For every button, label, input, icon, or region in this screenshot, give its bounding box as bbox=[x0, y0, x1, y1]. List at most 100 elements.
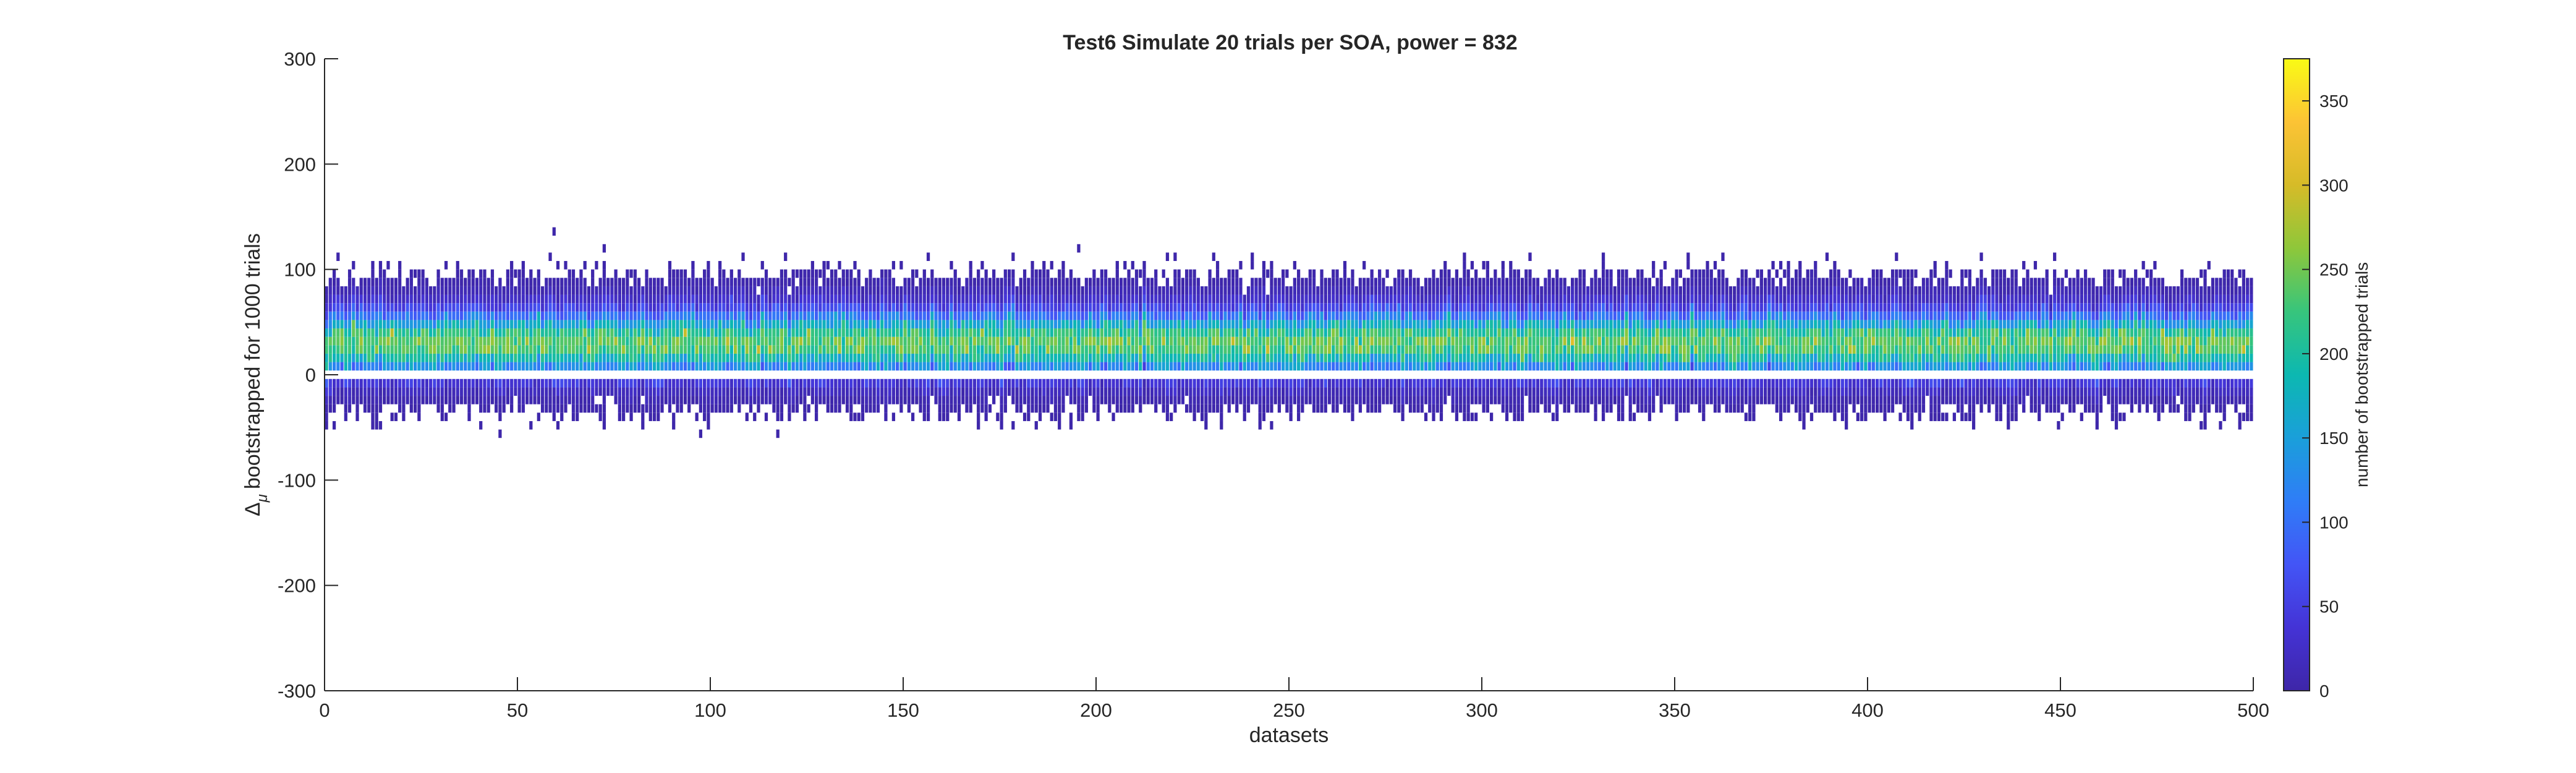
histogram-bin bbox=[378, 278, 383, 286]
histogram-bin bbox=[1031, 387, 1034, 396]
histogram-bin bbox=[363, 311, 367, 320]
histogram-bin bbox=[1332, 378, 1335, 388]
dataset-column bbox=[888, 269, 891, 404]
histogram-bin bbox=[444, 286, 448, 295]
histogram-bin bbox=[479, 320, 483, 329]
histogram-bin bbox=[1092, 303, 1096, 312]
histogram-bin bbox=[977, 378, 980, 388]
histogram-bin bbox=[421, 378, 425, 388]
histogram-bin bbox=[363, 404, 367, 413]
histogram-bin bbox=[710, 345, 714, 354]
histogram-bin bbox=[869, 278, 872, 286]
dataset-column bbox=[1308, 269, 1312, 404]
histogram-bin bbox=[371, 261, 375, 270]
histogram-bin bbox=[409, 396, 414, 404]
histogram-bin bbox=[876, 311, 880, 320]
histogram-bin bbox=[1223, 336, 1227, 346]
dataset-column bbox=[969, 261, 972, 413]
histogram-bin bbox=[1150, 294, 1154, 304]
histogram-bin bbox=[818, 396, 822, 404]
histogram-bin bbox=[1235, 320, 1239, 329]
dataset-column bbox=[648, 278, 652, 421]
histogram-bin bbox=[1015, 404, 1019, 413]
histogram-bin bbox=[849, 396, 853, 404]
histogram-bin bbox=[1435, 286, 1439, 295]
histogram-bin bbox=[1316, 378, 1320, 388]
histogram-bin bbox=[475, 286, 479, 295]
histogram-bin bbox=[576, 387, 579, 396]
histogram-bin bbox=[414, 269, 417, 278]
histogram-bin bbox=[1084, 378, 1089, 388]
histogram-bin bbox=[483, 320, 487, 329]
histogram-bin bbox=[1038, 387, 1042, 396]
histogram-bin bbox=[1246, 294, 1251, 304]
histogram-bin bbox=[676, 311, 679, 320]
histogram-bin bbox=[1142, 320, 1146, 329]
histogram-bin bbox=[332, 286, 336, 295]
histogram-bin bbox=[610, 387, 614, 396]
histogram-bin bbox=[814, 303, 818, 312]
histogram-bin bbox=[1108, 396, 1112, 404]
histogram-bin bbox=[1027, 362, 1031, 371]
histogram-bin bbox=[1486, 396, 1489, 404]
histogram-bin bbox=[1397, 353, 1401, 362]
dataset-column bbox=[1065, 278, 1069, 396]
histogram-bin bbox=[1196, 353, 1200, 362]
histogram-bin bbox=[1455, 278, 1459, 286]
histogram-bin bbox=[1289, 328, 1293, 337]
histogram-bin bbox=[710, 353, 714, 362]
histogram-bin bbox=[888, 278, 891, 286]
histogram-bin bbox=[984, 311, 988, 320]
dataset-column bbox=[425, 278, 428, 404]
histogram-bin bbox=[1065, 303, 1069, 312]
histogram-bin bbox=[988, 311, 992, 320]
histogram-bin bbox=[938, 286, 942, 295]
histogram-bin bbox=[1289, 336, 1293, 346]
histogram-bin bbox=[1089, 362, 1092, 371]
histogram-bin bbox=[1463, 261, 1466, 270]
histogram-bin bbox=[1447, 320, 1451, 329]
histogram-bin bbox=[1173, 303, 1177, 312]
histogram-bin bbox=[957, 362, 961, 371]
histogram-bin bbox=[657, 396, 660, 404]
histogram-bin bbox=[795, 269, 799, 278]
histogram-bin bbox=[336, 378, 340, 388]
histogram-bin bbox=[1482, 404, 1486, 413]
histogram-bin bbox=[1239, 396, 1243, 404]
histogram-bin bbox=[367, 396, 371, 404]
histogram-bin bbox=[1432, 404, 1435, 413]
dataset-column bbox=[637, 278, 641, 413]
histogram-bin bbox=[421, 320, 425, 329]
histogram-bin bbox=[602, 269, 606, 278]
histogram-bin bbox=[525, 286, 529, 295]
histogram-bin bbox=[1443, 303, 1447, 312]
histogram-bin bbox=[880, 328, 884, 337]
histogram-bin bbox=[1154, 286, 1158, 295]
histogram-bin bbox=[922, 294, 926, 304]
histogram-bin bbox=[1347, 286, 1351, 295]
histogram-bin bbox=[394, 320, 398, 329]
histogram-bin bbox=[1343, 336, 1347, 346]
histogram-bin bbox=[1061, 404, 1065, 413]
histogram-bin bbox=[1022, 362, 1027, 371]
histogram-bin bbox=[1254, 362, 1258, 371]
histogram-bin bbox=[459, 328, 464, 337]
histogram-bin bbox=[772, 320, 776, 329]
histogram-bin bbox=[467, 353, 471, 362]
histogram-bin bbox=[799, 269, 803, 278]
histogram-bin bbox=[452, 294, 456, 304]
histogram-bin bbox=[1482, 320, 1486, 329]
histogram-bin bbox=[648, 311, 652, 320]
histogram-bin bbox=[749, 362, 753, 371]
histogram-bin bbox=[425, 311, 428, 320]
histogram-bin bbox=[1327, 378, 1332, 388]
histogram-bin bbox=[621, 328, 626, 337]
histogram-bin bbox=[1474, 294, 1478, 304]
histogram-bin bbox=[332, 396, 336, 404]
histogram-bin bbox=[448, 353, 452, 362]
histogram-bin bbox=[1061, 336, 1065, 346]
histogram-bin bbox=[645, 396, 648, 404]
histogram-bin bbox=[1031, 294, 1034, 304]
dataset-column bbox=[1103, 269, 1108, 404]
histogram-bin bbox=[1115, 320, 1119, 329]
